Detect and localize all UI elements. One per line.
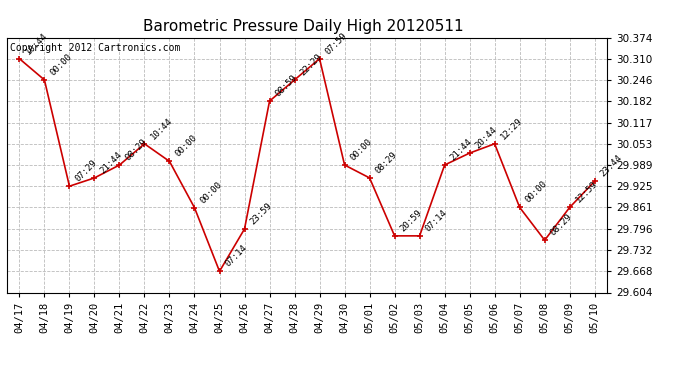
Text: 21:44: 21:44: [448, 137, 474, 162]
Text: 00:00: 00:00: [199, 180, 224, 205]
Text: 00:00: 00:00: [524, 179, 549, 205]
Text: 21:44: 21:44: [99, 150, 124, 175]
Text: 22:29: 22:29: [299, 52, 324, 77]
Text: 20:44: 20:44: [474, 125, 499, 150]
Text: Barometric Pressure Daily High 20120511: Barometric Pressure Daily High 20120511: [144, 19, 464, 34]
Text: 00:00: 00:00: [48, 52, 74, 77]
Text: 00:00: 00:00: [348, 137, 374, 162]
Text: 12:59: 12:59: [574, 179, 599, 205]
Text: 07:14: 07:14: [224, 243, 249, 268]
Text: 07:14: 07:14: [424, 208, 449, 233]
Text: 23:59: 23:59: [248, 201, 274, 226]
Text: 07:29: 07:29: [74, 158, 99, 183]
Text: 23:44: 23:44: [599, 153, 624, 178]
Text: 12:29: 12:29: [499, 116, 524, 141]
Text: 20:59: 20:59: [399, 208, 424, 233]
Text: 08:29: 08:29: [374, 150, 399, 175]
Text: 00:00: 00:00: [174, 133, 199, 159]
Text: 10:44: 10:44: [23, 30, 49, 56]
Text: 10:44: 10:44: [148, 116, 174, 141]
Text: 08:59: 08:59: [274, 73, 299, 98]
Text: 08:29: 08:29: [549, 212, 574, 237]
Text: Copyright 2012 Cartronics.com: Copyright 2012 Cartronics.com: [10, 43, 180, 52]
Text: 07:59: 07:59: [324, 30, 349, 56]
Text: 08:29: 08:29: [124, 137, 149, 162]
